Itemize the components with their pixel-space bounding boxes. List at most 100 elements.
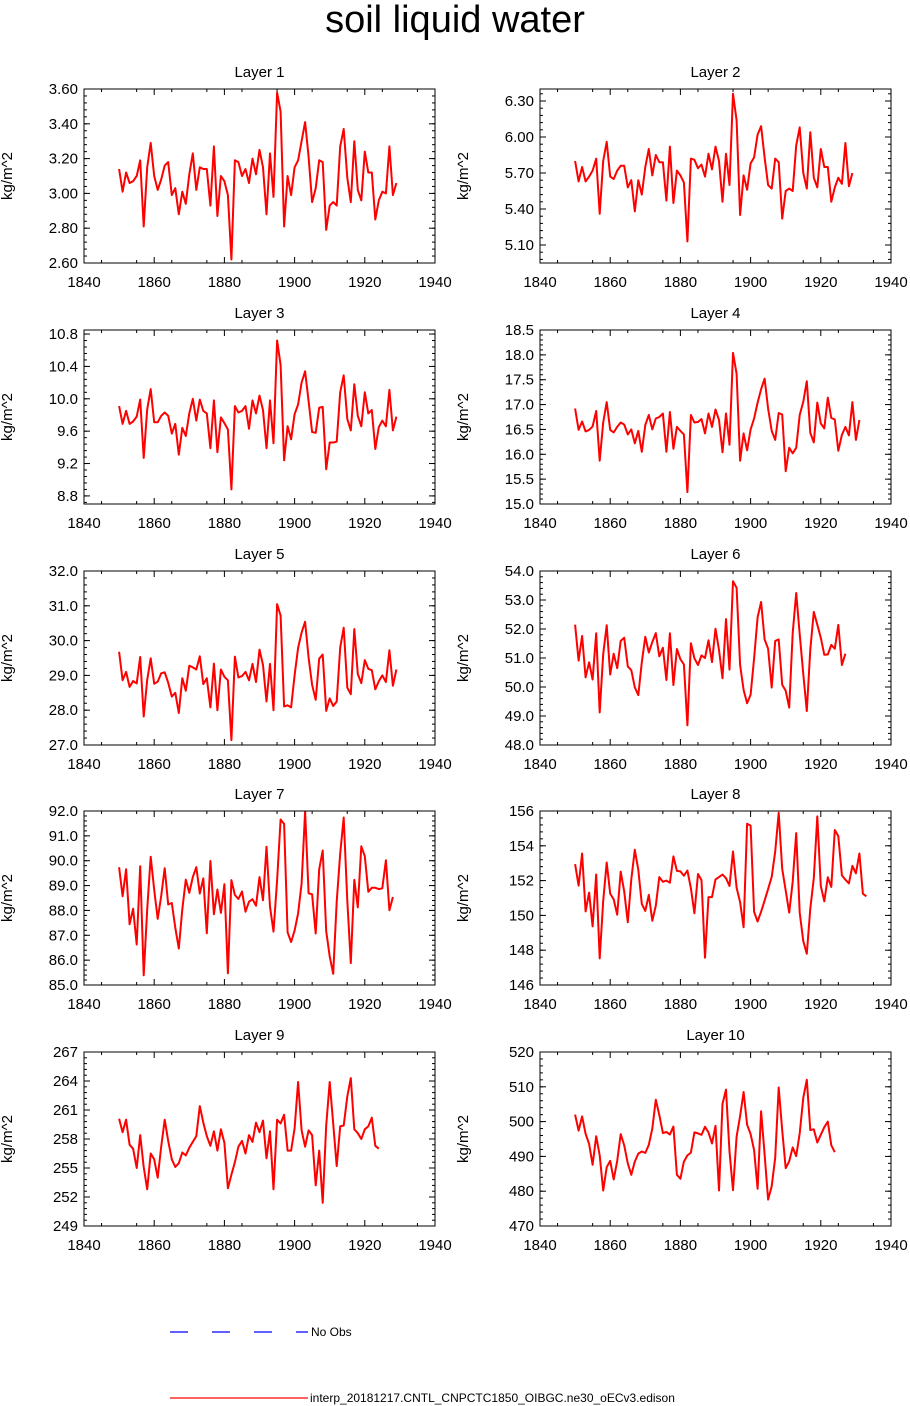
x-tick-label: 1840 xyxy=(67,274,100,291)
x-tick-label: 1940 xyxy=(874,515,907,532)
y-axis-label: kg/m^2 xyxy=(0,634,16,682)
x-tick-label: 1840 xyxy=(523,274,556,291)
x-tick-label: 1860 xyxy=(138,515,171,532)
x-tick-label: 1880 xyxy=(208,274,241,291)
y-axis-label: kg/m^2 xyxy=(455,1115,472,1163)
y-tick-label: 6.00 xyxy=(505,129,534,146)
series-line xyxy=(574,92,854,243)
x-tick-label: 1840 xyxy=(67,756,100,773)
legend-model-label: interp_20181217.CNTL_CNPCTC1850_OIBGC.ne… xyxy=(310,1391,675,1405)
y-tick-label: 16.0 xyxy=(505,446,534,463)
x-tick-label: 1860 xyxy=(138,274,171,291)
x-tick-label: 1920 xyxy=(348,756,381,773)
panel-title: Layer 8 xyxy=(690,786,740,803)
x-tick-label: 1920 xyxy=(804,515,837,532)
x-tick-label: 1920 xyxy=(804,274,837,291)
x-tick-label: 1840 xyxy=(67,996,100,1013)
y-tick-label: 500 xyxy=(509,1114,534,1131)
x-tick-label: 1900 xyxy=(734,274,767,291)
series-line xyxy=(118,603,398,742)
y-tick-label: 32.0 xyxy=(49,563,78,580)
figure-title: soil liquid water xyxy=(325,0,585,41)
y-tick-label: 5.70 xyxy=(505,165,534,182)
y-tick-label: 90.0 xyxy=(49,853,78,870)
series-line xyxy=(118,339,398,491)
y-tick-label: 146 xyxy=(509,977,534,994)
y-axis-label: kg/m^2 xyxy=(0,1115,16,1163)
y-tick-label: 86.0 xyxy=(49,952,78,969)
plot-frame xyxy=(83,88,436,264)
x-tick-label: 1920 xyxy=(804,1237,837,1254)
y-tick-label: 5.40 xyxy=(505,201,534,218)
y-tick-label: 3.60 xyxy=(49,81,78,98)
y-axis-label: kg/m^2 xyxy=(455,874,472,922)
y-axis-label: kg/m^2 xyxy=(0,874,16,922)
x-tick-label: 1860 xyxy=(594,274,627,291)
x-tick-label: 1880 xyxy=(208,1237,241,1254)
x-tick-label: 1940 xyxy=(418,1237,451,1254)
x-tick-label: 1880 xyxy=(664,756,697,773)
panel-title: Layer 9 xyxy=(234,1027,284,1044)
x-tick-label: 1920 xyxy=(348,274,381,291)
series-line xyxy=(574,811,867,960)
series-line xyxy=(118,810,394,977)
y-tick-label: 92.0 xyxy=(49,803,78,820)
y-tick-label: 17.5 xyxy=(505,372,534,389)
plot-frame xyxy=(539,1051,892,1227)
plot-frame xyxy=(539,329,892,505)
x-tick-label: 1880 xyxy=(208,515,241,532)
y-tick-label: 52.0 xyxy=(505,621,534,638)
y-tick-label: 91.0 xyxy=(49,828,78,845)
x-tick-label: 1860 xyxy=(594,1237,627,1254)
x-tick-label: 1900 xyxy=(734,515,767,532)
series-line xyxy=(118,1077,380,1204)
chart-panel-2: Layer 2 kg/m^2 1840 1860 1880 1900 1920 1940 5.1… xyxy=(455,64,908,291)
panel-title: Layer 1 xyxy=(234,64,284,81)
plot-frame xyxy=(83,810,436,986)
y-axis-label: kg/m^2 xyxy=(455,152,472,200)
y-tick-label: 252 xyxy=(53,1189,78,1206)
y-tick-label: 510 xyxy=(509,1079,534,1096)
y-tick-label: 9.2 xyxy=(57,456,78,473)
series-line xyxy=(574,351,861,494)
y-axis-label: kg/m^2 xyxy=(455,393,472,441)
y-tick-label: 2.80 xyxy=(49,220,78,237)
x-tick-label: 1940 xyxy=(874,1237,907,1254)
x-tick-label: 1900 xyxy=(734,756,767,773)
x-tick-label: 1920 xyxy=(348,996,381,1013)
x-tick-label: 1880 xyxy=(208,996,241,1013)
chart-panel-5: Layer 5 kg/m^2 1840 1860 1880 1900 1920 1940 27.… xyxy=(0,546,452,773)
chart-panel-7: Layer 7 kg/m^2 1840 1860 1880 1900 1920 1940 85.… xyxy=(0,786,452,1013)
y-axis-label: kg/m^2 xyxy=(0,393,16,441)
y-tick-label: 48.0 xyxy=(505,737,534,754)
y-tick-label: 54.0 xyxy=(505,563,534,580)
x-tick-label: 1900 xyxy=(734,996,767,1013)
y-tick-label: 148 xyxy=(509,942,534,959)
y-tick-label: 53.0 xyxy=(505,592,534,609)
x-tick-label: 1900 xyxy=(278,996,311,1013)
y-tick-label: 3.40 xyxy=(49,116,78,133)
y-tick-label: 261 xyxy=(53,1102,78,1119)
panel-title: Layer 3 xyxy=(234,305,284,322)
x-tick-label: 1860 xyxy=(594,515,627,532)
y-tick-label: 17.0 xyxy=(505,397,534,414)
y-tick-label: 255 xyxy=(53,1160,78,1177)
x-tick-label: 1920 xyxy=(348,1237,381,1254)
x-tick-label: 1940 xyxy=(874,274,907,291)
series-line xyxy=(574,1078,836,1201)
x-tick-label: 1840 xyxy=(523,1237,556,1254)
x-tick-label: 1880 xyxy=(664,1237,697,1254)
x-tick-label: 1900 xyxy=(278,515,311,532)
x-tick-label: 1840 xyxy=(67,1237,100,1254)
y-tick-label: 10.8 xyxy=(49,326,78,343)
chart-panel-6: Layer 6 kg/m^2 1840 1860 1880 1900 1920 1940 48.… xyxy=(455,546,908,773)
y-tick-label: 6.30 xyxy=(505,93,534,110)
y-tick-label: 87.0 xyxy=(49,927,78,944)
y-tick-label: 49.0 xyxy=(505,708,534,725)
x-tick-label: 1840 xyxy=(523,756,556,773)
y-tick-label: 264 xyxy=(53,1073,78,1090)
y-axis-label: kg/m^2 xyxy=(0,152,16,200)
y-tick-label: 18.0 xyxy=(505,347,534,364)
x-tick-label: 1860 xyxy=(138,996,171,1013)
y-tick-label: 152 xyxy=(509,873,534,890)
